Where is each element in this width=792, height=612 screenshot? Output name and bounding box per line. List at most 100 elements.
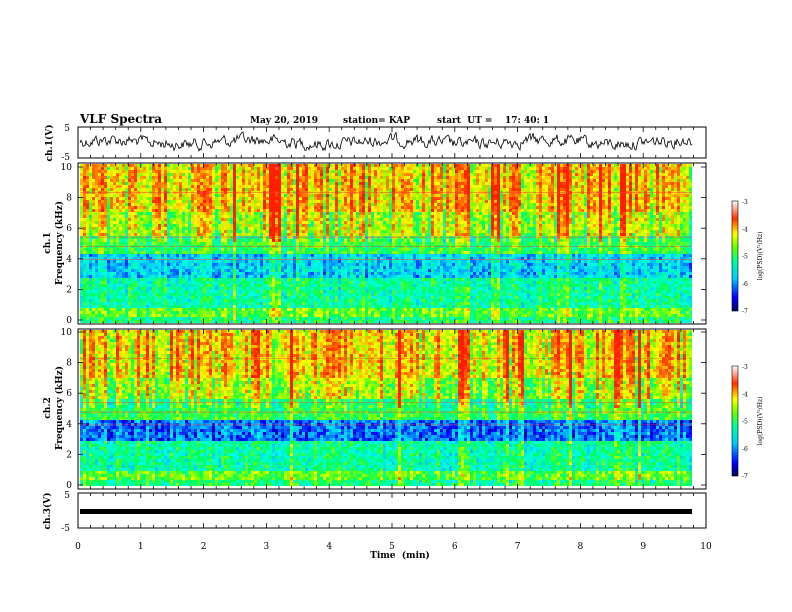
ch1-spectrogram-panel: 0246810 ch.1 Frequency (kHz) -3-4-5-6-7 …: [43, 163, 764, 326]
spectrogram-cell: [626, 182, 629, 185]
spectrogram-cell: [176, 167, 179, 170]
spectrogram-cell: [140, 173, 143, 176]
spectrogram-cell: [473, 182, 476, 185]
spectrogram-cell: [83, 167, 86, 170]
spectrogram-cell: [611, 176, 614, 179]
spectrogram-cell: [647, 164, 650, 167]
spectrogram-cell: [605, 179, 608, 182]
spectrogram-cell: [248, 173, 251, 176]
spectrogram-cell: [608, 170, 611, 173]
spectrogram-cell: [410, 167, 413, 170]
spectrogram-cell: [104, 179, 107, 182]
spectrogram-cell: [431, 164, 434, 167]
spectrogram-cell: [290, 167, 293, 170]
spectrogram-cell: [680, 167, 683, 170]
spectrogram-cell: [89, 173, 92, 176]
spectrogram-cell: [236, 167, 239, 170]
spectrogram-cell: [398, 173, 401, 176]
spectrogram-cell: [431, 182, 434, 185]
spectrogram-cell: [641, 176, 644, 179]
spectrogram-cell: [455, 182, 458, 185]
spectrogram-cell: [248, 179, 251, 182]
spectrogram-cell: [656, 164, 659, 167]
spectrogram-cell: [347, 173, 350, 176]
spectrogram-cell: [395, 164, 398, 167]
spectrogram-cell: [455, 170, 458, 173]
spectrogram-cell: [404, 170, 407, 173]
spectrogram-cell: [383, 167, 386, 170]
spectrogram-cell: [167, 173, 170, 176]
spectrogram-cell: [386, 170, 389, 173]
spectrogram-cell: [275, 173, 278, 176]
spectrogram-cell: [371, 182, 374, 185]
spectrogram-cell: [437, 176, 440, 179]
spectrogram-cell: [596, 179, 599, 182]
spectrogram-cell: [434, 170, 437, 173]
spectrogram-cell: [284, 173, 287, 176]
spectrogram-cell: [677, 176, 680, 179]
spectrogram-cell: [434, 164, 437, 167]
spectrogram-cell: [164, 170, 167, 173]
spectrogram-cell: [533, 167, 536, 170]
spectrogram-cell: [491, 182, 494, 185]
spectrogram-cell: [110, 173, 113, 176]
spectrogram-cell: [239, 179, 242, 182]
spectrogram-cell: [362, 167, 365, 170]
spectrogram-cell: [515, 170, 518, 173]
spectrogram-cell: [644, 182, 647, 185]
spectrogram-cell: [146, 167, 149, 170]
spectrogram-cell: [92, 170, 95, 173]
spectrogram-cell: [557, 170, 560, 173]
spectrogram-cell: [266, 170, 269, 173]
spectrogram-cell: [593, 176, 596, 179]
spectrogram-cell: [524, 173, 527, 176]
spectrogram-cell: [605, 182, 608, 185]
spectrogram-cell: [596, 176, 599, 179]
spectrogram-cell: [470, 182, 473, 185]
spectrogram-cell: [176, 170, 179, 173]
spectrogram-cell: [608, 167, 611, 170]
spectrogram-cell: [359, 167, 362, 170]
spectrogram-cell: [209, 164, 212, 167]
spectrogram-cell: [623, 164, 626, 167]
spectrogram-cell: [95, 173, 98, 176]
spectrogram-cell: [107, 164, 110, 167]
spectrogram-cell: [533, 179, 536, 182]
spectrogram-cell: [212, 173, 215, 176]
spectrogram-cell: [173, 170, 176, 173]
spectrogram-cell: [290, 176, 293, 179]
spectrogram-cell: [422, 164, 425, 167]
spectrogram-cell: [668, 173, 671, 176]
spectrogram-cell: [407, 167, 410, 170]
spectrogram-cell: [86, 170, 89, 173]
spectrogram-cell: [476, 182, 479, 185]
figure-title: VLF Spectra: [79, 112, 162, 126]
spectrogram-cell: [98, 170, 101, 173]
spectrogram-cell: [308, 167, 311, 170]
spectrogram-cell: [110, 170, 113, 173]
spectrogram-cell: [161, 173, 164, 176]
spectrogram-cell: [527, 182, 530, 185]
spectrogram-cell: [92, 176, 95, 179]
spectrogram-cell: [362, 170, 365, 173]
spectrogram-cell: [440, 173, 443, 176]
ch1-ytick-top: 5: [64, 124, 70, 134]
spectrogram-cell: [434, 176, 437, 179]
spectrogram-cell: [179, 176, 182, 179]
spectrogram-cell: [257, 170, 260, 173]
spectrogram-cell: [305, 170, 308, 173]
spectrogram-cell: [530, 176, 533, 179]
spectrogram-cell: [209, 182, 212, 185]
spectrogram-cell: [440, 167, 443, 170]
spectrogram-cell: [353, 179, 356, 182]
spectrogram-cell: [428, 176, 431, 179]
spectrogram-cell: [473, 179, 476, 182]
spectrogram-cell: [191, 179, 194, 182]
spectrogram-cell: [284, 167, 287, 170]
spectrogram-cell: [551, 179, 554, 182]
spectrogram-cell: [416, 182, 419, 185]
spectrogram-cell: [191, 170, 194, 173]
spectrogram-cell: [332, 167, 335, 170]
spectrogram-cell: [533, 182, 536, 185]
spectrogram-cell: [572, 179, 575, 182]
